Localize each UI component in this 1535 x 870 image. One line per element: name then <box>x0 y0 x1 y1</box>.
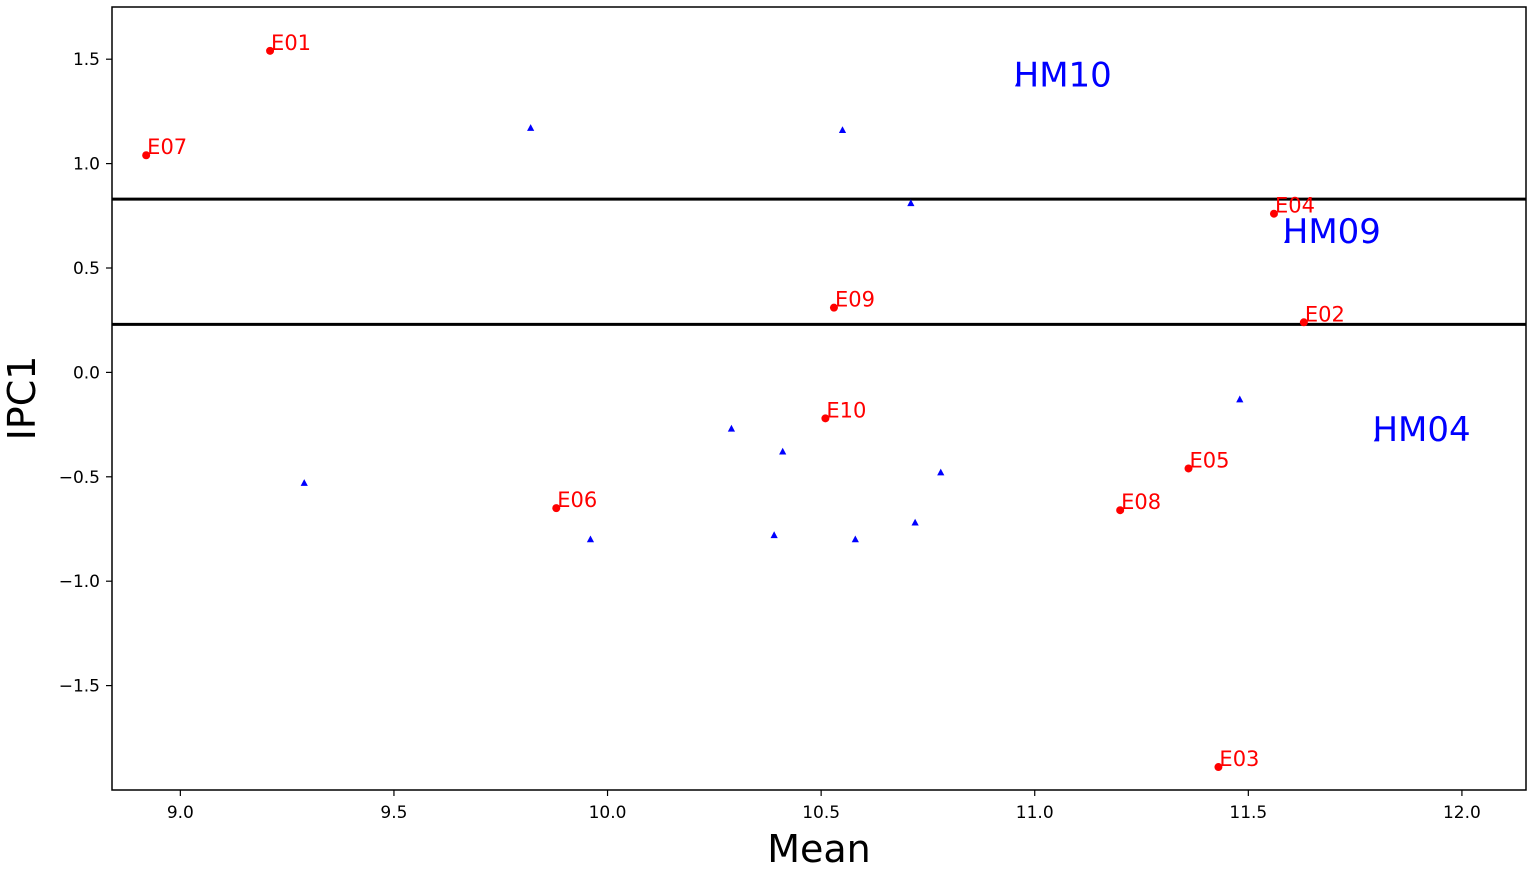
environment-point <box>1116 506 1125 515</box>
genotype-point <box>727 424 736 432</box>
genotype-label: HM10 <box>1014 55 1112 95</box>
environment-point <box>821 414 830 423</box>
genotype-label: HM04 <box>1372 410 1470 450</box>
y-axis-title: IPC1 <box>0 356 44 441</box>
environment-label: E08 <box>1121 490 1161 514</box>
plot-frame <box>111 6 1527 791</box>
environment-series: E01 E07 E04 E09 E02 E10 E05 E06 E08 E03 <box>142 31 1345 772</box>
genotype-point <box>779 447 787 455</box>
genotype-point <box>1284 237 1290 243</box>
genotype-point <box>300 479 308 486</box>
x-tick-label: 9.5 <box>380 803 407 823</box>
genotype-point <box>770 531 778 539</box>
genotype-point <box>586 535 595 543</box>
environment-point <box>829 303 838 312</box>
environment-label: E02 <box>1305 302 1345 326</box>
x-axis-title: Mean <box>767 827 871 870</box>
y-tick-label: 1.5 <box>73 50 100 70</box>
genotype-point <box>527 124 535 131</box>
y-tick-label: −1.5 <box>59 677 100 697</box>
reference-lines <box>112 197 1526 326</box>
y-tick-label: 1.0 <box>73 155 100 175</box>
environment-label: E01 <box>271 31 311 55</box>
axis-ticks: 9.0 9.5 10.0 10.5 11.0 11.5 12.0 1.5 1.0 0.5 0.0 −0… <box>59 50 1481 823</box>
y-tick-label: −0.5 <box>59 468 100 488</box>
environment-label: E04 <box>1275 194 1315 218</box>
y-tick-label: 0.5 <box>73 259 100 279</box>
genotype-point <box>851 535 859 543</box>
environment-point <box>1299 318 1308 327</box>
y-tick-label: 0.0 <box>73 363 100 383</box>
x-tick-label: 10.5 <box>802 803 840 823</box>
environment-point <box>1184 464 1193 473</box>
genotype-point <box>907 199 915 207</box>
environment-label: E03 <box>1219 747 1259 771</box>
environment-label: E07 <box>147 135 187 159</box>
plot-area <box>112 7 1526 790</box>
environment-label: E06 <box>557 488 597 512</box>
genotype-point <box>1373 436 1380 442</box>
environment-label: E10 <box>826 398 866 422</box>
genotype-point <box>1014 81 1021 87</box>
environment-label: E05 <box>1190 448 1230 472</box>
x-tick-label: 9.0 <box>167 803 194 823</box>
x-tick-label: 10.0 <box>589 803 627 823</box>
x-tick-label: 11.5 <box>1229 803 1267 823</box>
genotype-point <box>838 126 847 133</box>
y-tick-label: −1.0 <box>59 572 100 592</box>
x-tick-label: 11.0 <box>1016 803 1054 823</box>
environment-point <box>1269 209 1278 218</box>
environment-label: E09 <box>835 288 875 312</box>
genotype-point <box>911 518 919 526</box>
x-tick-label: 12.0 <box>1443 803 1481 823</box>
environment-point <box>266 46 275 55</box>
genotype-series: HM10 HM09 HM04 <box>300 55 1471 543</box>
environment-point <box>142 151 151 160</box>
genotype-label: HM09 <box>1283 212 1381 252</box>
genotype-point <box>1236 395 1244 403</box>
genotype-point <box>937 468 945 476</box>
environment-point <box>552 504 561 513</box>
environment-point <box>1214 763 1223 772</box>
